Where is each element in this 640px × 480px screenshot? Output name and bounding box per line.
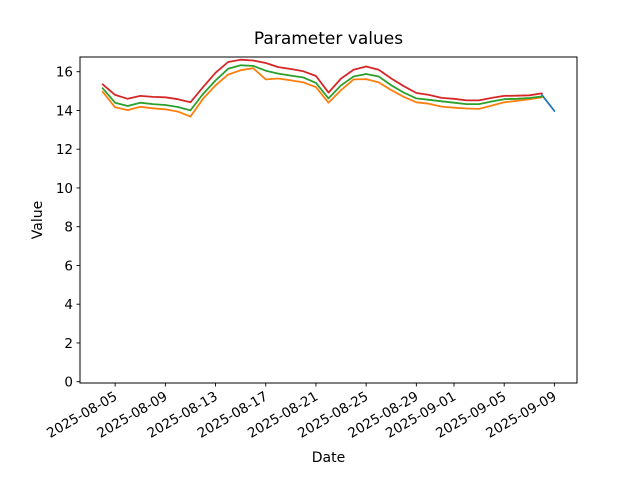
- y-tick-label: 0: [64, 375, 73, 391]
- y-tick-label: 4: [64, 297, 73, 313]
- plot-frame: [79, 56, 578, 384]
- series-line-blue: [541, 94, 556, 112]
- x-axis-label: Date: [311, 450, 346, 466]
- y-tick-label: 14: [56, 103, 73, 119]
- y-tick-label: 6: [64, 258, 73, 274]
- y-tick-label: 16: [56, 65, 73, 81]
- chart-title: Parameter values: [253, 29, 404, 49]
- series-line-orange: [101, 67, 543, 118]
- y-tick-label: 2: [64, 336, 73, 352]
- y-tick-label: 10: [56, 181, 73, 197]
- y-tick-label: 8: [64, 220, 73, 236]
- series-line-red: [101, 58, 543, 104]
- series-line-green: [101, 64, 543, 112]
- y-tick-label: 12: [56, 142, 73, 158]
